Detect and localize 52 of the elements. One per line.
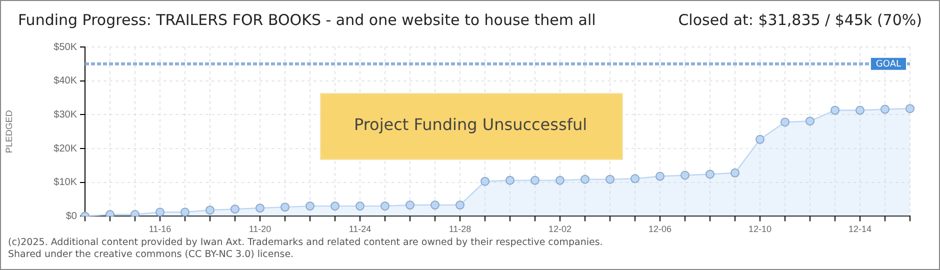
point [230,204,240,214]
point [330,202,340,211]
y-axis-title: PLEDGED [4,110,14,154]
y-tick-label: $40K [54,76,78,87]
point [456,200,464,210]
chart-title: Funding Progress: TRAILERS FOR BOOKS - and one website to house them all [18,11,596,29]
point [480,176,490,186]
point [606,174,614,184]
point [880,104,890,114]
x-tick-label: 11-16 [148,224,172,234]
x-tick-label: 12-10 [748,224,772,234]
point [380,202,390,211]
point [530,176,540,185]
point [556,176,564,185]
point [630,174,640,184]
point [430,200,440,210]
point [906,104,914,114]
text: Shared under the creative commons (CC BY-NC 3.0) license. [8,249,294,260]
text: (c)2025. Additional content provided by Iwan Axt. Trademarks and related content are owned by their respective companies. [8,237,603,248]
point [806,116,814,126]
point [830,106,840,115]
point [280,202,290,212]
chart-subtitle: Closed at: $31,835 / $45k (70%) [678,11,922,29]
x-tick-label: 12-02 [548,224,572,234]
point [706,170,714,179]
annotation: Project Funding Unsuccessful [352,115,588,136]
point [206,206,214,215]
y-tick-label: $0 [66,210,78,222]
y-tick-label: $50K [54,42,78,53]
x-tick-label: 12-06 [648,224,672,234]
y-tick-label: $30K [54,109,78,120]
point [730,168,740,178]
point [856,106,864,115]
y-tick-label: $20K [54,143,78,154]
point [406,200,414,210]
x-tick-label: 11-24 [348,224,372,234]
x-tick-label: 11-20 [248,224,272,234]
point [180,208,190,216]
point [306,202,314,211]
point [756,134,764,144]
point [780,118,790,127]
point [656,172,664,181]
point [506,176,514,185]
point [580,174,590,184]
x-tick-label: 11-28 [448,224,472,234]
y-tick-label: $10K [54,177,78,188]
point [680,170,690,180]
point [256,204,264,213]
x-tick-label: 12-14 [848,224,872,234]
ref-line-label: GOAL [876,59,902,70]
point [356,202,364,211]
point [156,208,164,216]
